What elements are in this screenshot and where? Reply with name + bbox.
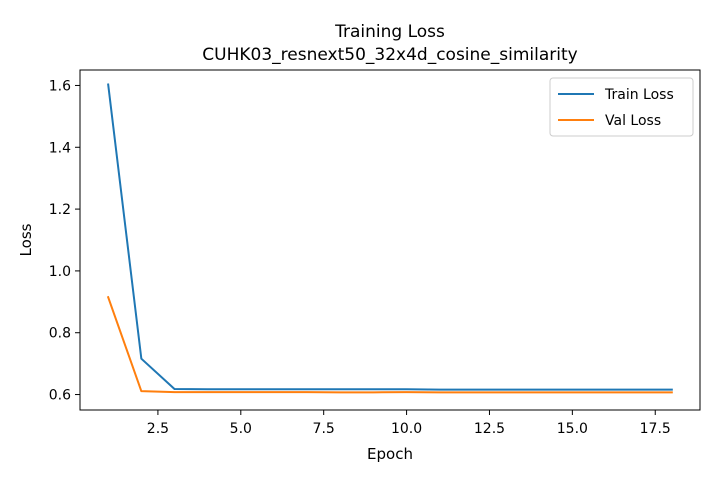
series-line-1 [106,295,673,394]
series-line-0 [107,83,673,391]
y-tick-label: 0.8 [49,326,71,342]
x-tick-label: 7.5 [313,421,335,437]
y-axis-label: Loss [17,223,35,256]
y-tick-label: 0.6 [49,388,71,404]
legend: Train Loss Val Loss [549,77,694,137]
x-tick-label: 2.5 [147,421,169,437]
x-tick-label: 15.0 [557,421,588,437]
legend-frame [549,77,694,137]
y-tick-label: 1.0 [49,264,71,280]
chart-subtitle: CUHK03_resnext50_32x4d_cosine_similarity [202,45,577,65]
y-tick-label: 1.2 [49,202,71,218]
y-tick-label: 1.4 [49,140,71,156]
x-axis-ticks: 2.5 5.0 7.5 10.0 12.5 15.0 17.5 [147,410,671,437]
legend-label-0: Train Loss [604,87,674,103]
series-lines [106,83,673,394]
y-tick-label: 1.6 [49,78,71,94]
y-axis-ticks: 0.6 0.8 1.0 1.2 1.4 1.6 [49,78,80,404]
x-tick-label: 10.0 [391,421,422,437]
legend-label-1: Val Loss [605,113,661,129]
plot-frame [79,69,701,411]
x-tick-label: 12.5 [474,421,505,437]
x-tick-label: 5.0 [230,421,252,437]
chart-title: Training Loss [334,22,445,42]
x-tick-label: 17.5 [640,421,671,437]
x-axis-label: Epoch [367,445,413,463]
